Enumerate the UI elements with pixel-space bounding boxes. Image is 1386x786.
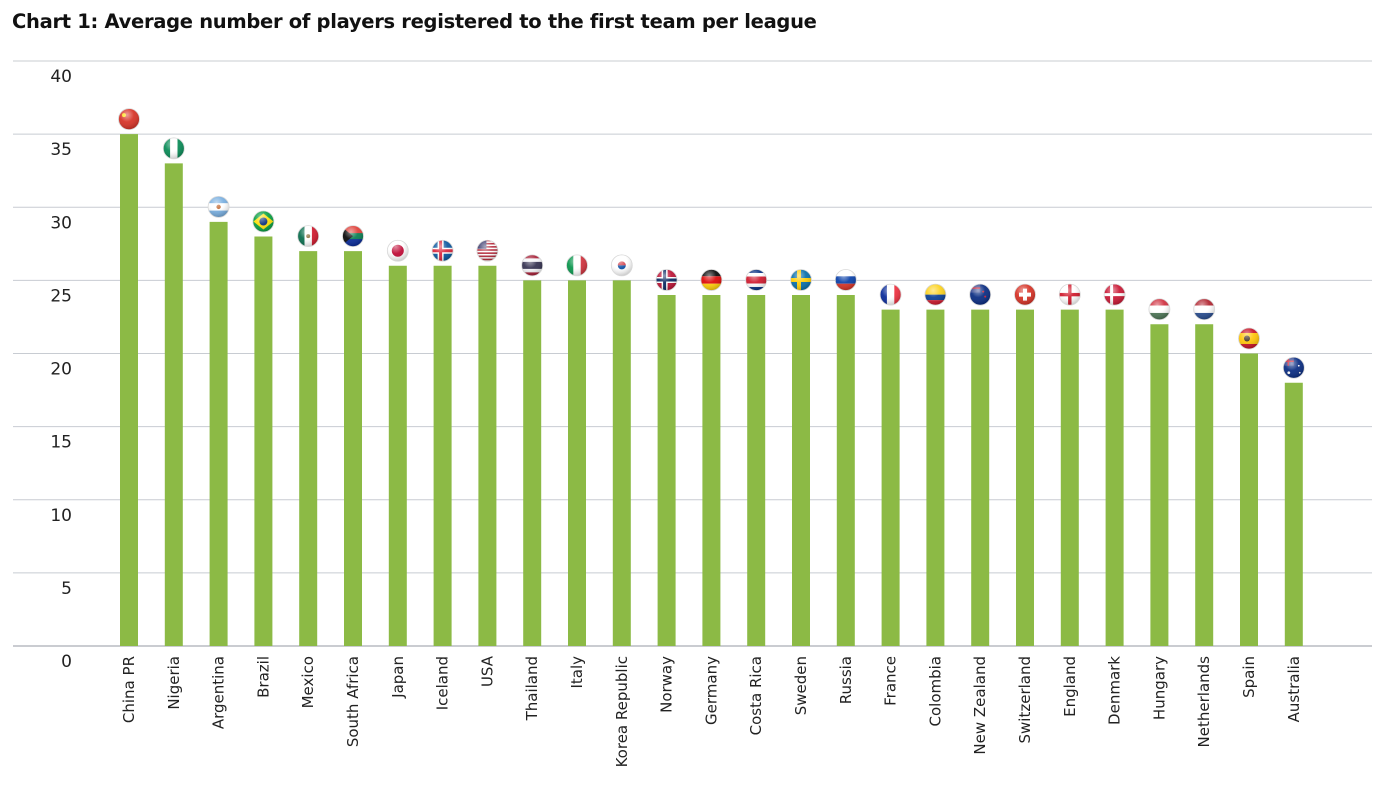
x-tick-label: Mexico [299, 656, 317, 708]
iceland-flag-icon [431, 239, 454, 262]
bar [1060, 309, 1079, 646]
x-tick-label: Australia [1285, 656, 1303, 722]
bar [478, 265, 497, 646]
bar [120, 134, 138, 646]
bar [926, 309, 945, 646]
thailand-flag-icon [521, 254, 544, 277]
bar [881, 309, 900, 646]
flags [118, 108, 1305, 379]
bar [209, 221, 228, 646]
russia-flag-icon [834, 269, 857, 291]
y-tick-label: 20 [50, 360, 72, 380]
x-tick-label: Italy [568, 656, 586, 689]
x-tick-label: Norway [658, 656, 676, 713]
bar [1150, 324, 1169, 646]
x-tick-label: France [882, 656, 900, 706]
bar [568, 280, 586, 646]
x-tick-label: New Zealand [971, 656, 989, 755]
bar [747, 295, 766, 646]
x-tick-label: England [1061, 656, 1079, 717]
england-flag-icon [1058, 283, 1081, 306]
bar [836, 295, 855, 646]
france-flag-icon [879, 283, 902, 306]
nigeria-flag-icon [162, 137, 185, 160]
y-tick-label: 10 [50, 506, 72, 526]
bar [344, 251, 362, 646]
bar [792, 295, 810, 646]
south-africa-flag-icon [342, 225, 364, 248]
bar [299, 251, 318, 646]
x-axis-labels: China PR Nigeria Argentina Brazil Mexico Sout… [120, 655, 1303, 767]
y-tick-label: 0 [61, 652, 72, 672]
x-tick-label: Iceland [434, 656, 452, 710]
costa-rica-flag-icon [745, 269, 768, 291]
bar [612, 280, 631, 646]
argentina-flag-icon [207, 195, 230, 218]
korea-flag-icon [610, 254, 633, 277]
bar [971, 309, 990, 646]
australia-flag-icon [1282, 356, 1305, 379]
y-tick-label: 30 [50, 213, 72, 233]
japan-flag-icon [386, 239, 409, 262]
bar [433, 265, 452, 646]
y-tick-label: 5 [61, 579, 72, 599]
bar [523, 280, 542, 646]
x-tick-label: Germany [702, 656, 720, 725]
bar [388, 265, 407, 646]
x-tick-label: Spain [1240, 656, 1258, 698]
italy-flag-icon [566, 254, 588, 277]
netherlands-flag-icon [1193, 298, 1216, 321]
y-tick-label: 25 [50, 286, 72, 306]
x-tick-label: South Africa [344, 656, 362, 747]
x-tick-label: Switzerland [1016, 656, 1034, 744]
bar [1016, 309, 1034, 646]
x-tick-label: Russia [837, 656, 855, 704]
germany-flag-icon [700, 269, 723, 291]
x-tick-label: Argentina [210, 656, 228, 729]
y-tick-label: 15 [50, 433, 72, 453]
y-tick-label: 35 [50, 140, 72, 160]
x-tick-label: Hungary [1150, 656, 1168, 720]
bar [1105, 309, 1124, 646]
usa-flag-icon [476, 239, 499, 262]
sweden-flag-icon [790, 269, 812, 291]
x-tick-label: Brazil [254, 656, 272, 698]
x-tick-label: Korea Republic [613, 656, 631, 767]
chart-title: Chart 1: Average number of players regis… [12, 10, 817, 33]
x-tick-label: Netherlands [1195, 656, 1213, 748]
y-tick-label: 40 [50, 67, 72, 87]
x-tick-label: Sweden [792, 656, 810, 715]
brazil-flag-icon [252, 210, 275, 233]
bar [702, 295, 721, 646]
colombia-flag-icon [924, 283, 947, 306]
x-tick-label: Thailand [523, 656, 541, 721]
bar [254, 236, 273, 646]
bar [164, 163, 183, 646]
hungary-flag-icon [1148, 298, 1171, 321]
spain-flag-icon [1238, 327, 1260, 350]
x-tick-label: Japan [389, 656, 407, 699]
gridlines [13, 60, 1372, 647]
bar [1284, 382, 1303, 646]
bar [1195, 324, 1214, 646]
bar [657, 295, 676, 646]
y-axis-ticks: 0 5 10 15 20 25 30 35 40 [50, 67, 72, 672]
norway-flag-icon [655, 269, 678, 291]
x-tick-label: USA [478, 655, 496, 687]
china-flag-icon [118, 108, 140, 131]
x-tick-label: Denmark [1106, 656, 1124, 725]
bar [1240, 353, 1258, 646]
x-tick-label: Costa Rica [747, 656, 765, 735]
x-tick-label: Colombia [926, 656, 944, 727]
bars [120, 134, 1303, 646]
new-zealand-flag-icon [969, 283, 992, 306]
x-tick-label: Nigeria [165, 656, 183, 710]
x-tick-label: China PR [120, 656, 138, 723]
denmark-flag-icon [1103, 283, 1126, 306]
switzerland-flag-icon [1014, 283, 1036, 306]
mexico-flag-icon [297, 225, 320, 248]
